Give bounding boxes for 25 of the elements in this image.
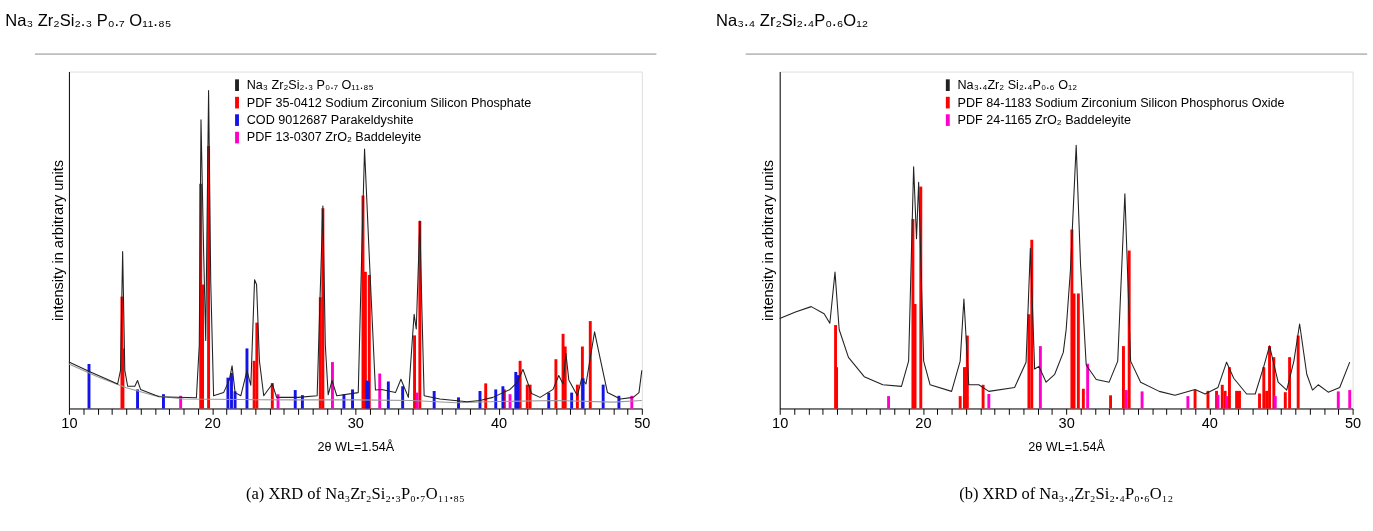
text: (b) XRD of Na₃.₄Zr₂Si₂.₄P₀.₆O₁₂ — [959, 483, 1174, 503]
legend-label: Na₃ Zr₂Si₂.₃ P₀.₇ O₁₁.₈₅ — [246, 78, 374, 93]
y-axis-title: intensity in arbitrary units — [760, 160, 777, 321]
chart-title: Na₃ Zr₂Si₂.₃ P₀.₇ O₁₁.₈₅ — [5, 11, 172, 30]
x-tick-label: 50 — [1345, 415, 1362, 432]
legend-label: PDF 24-1165 ZrO₂ Baddeleyite — [957, 112, 1132, 127]
legend-label: PDF 35-0412 Sodium Zirconium Silicon Phosphate — [246, 95, 532, 110]
legend-label: Na₃.₄Zr₂ Si₂.₄P₀.₆ O₁₂ — [957, 78, 1078, 93]
x-tick-label: 10 — [61, 415, 78, 432]
x-tick-label: 40 — [1201, 415, 1218, 432]
x-tick-label: 20 — [204, 415, 221, 432]
x-tick-label: 30 — [1058, 415, 1075, 432]
legend-label: PDF 13-0307 ZrO₂ Baddeleyite — [246, 130, 422, 145]
x-tick-label: 10 — [772, 415, 789, 432]
x-tick-label: 30 — [347, 415, 364, 432]
chart-title: Na₃.₄ Zr₂Si₂.₄P₀.₆O₁₂ — [716, 11, 869, 30]
y-axis-title: intensity in arbitrary units — [49, 160, 66, 321]
x-axis-title: 2θ WL=1.54Å — [1028, 438, 1106, 454]
legend-label: PDF 84-1183 Sodium Zirconium Silicon Phosphorus Oxide — [957, 95, 1285, 110]
text: (a) XRD of Na₃Zr₂Si₂.₃P₀.₇O₁₁.₈₅ — [245, 483, 465, 503]
legend-label: COD 9012687 Parakeldyshite — [246, 112, 414, 127]
x-tick-label: 40 — [491, 415, 508, 432]
x-tick-label: 50 — [634, 415, 651, 432]
x-tick-label: 20 — [915, 415, 932, 432]
x-axis-title: 2θ WL=1.54Å — [317, 438, 395, 454]
